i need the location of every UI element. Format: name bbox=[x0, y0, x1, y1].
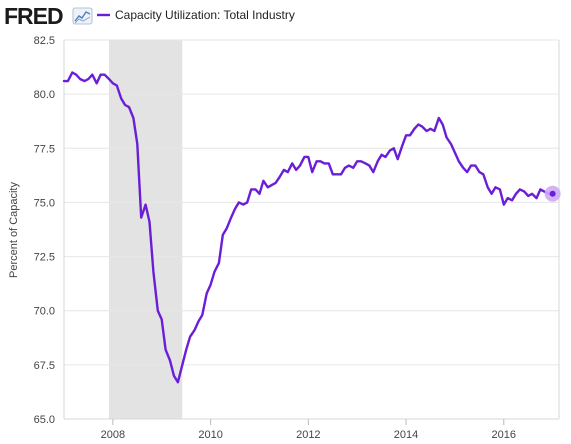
gridlines bbox=[64, 39, 559, 420]
y-tick-label: 65.0 bbox=[34, 414, 55, 426]
legend: Capacity Utilization: Total Industry bbox=[97, 8, 295, 22]
x-axis-ticks: 2008 2010 2012 2014 2016 bbox=[101, 419, 516, 441]
recession-shading bbox=[108, 40, 183, 419]
x-tick-label: 2012 bbox=[296, 429, 320, 441]
plot-frame bbox=[63, 40, 560, 420]
fred-logo-text: FRED bbox=[4, 3, 63, 29]
y-tick-label: 82.5 bbox=[34, 35, 55, 47]
y-tick-label: 67.5 bbox=[34, 360, 55, 372]
x-tick-label: 2016 bbox=[492, 429, 516, 441]
x-tick-label: 2008 bbox=[101, 429, 125, 441]
recession-shading-group bbox=[108, 40, 183, 419]
fred-logo-graph-icon bbox=[72, 7, 93, 25]
series-group bbox=[62, 71, 561, 384]
x-tick-label: 2010 bbox=[198, 429, 222, 441]
y-tick-label: 75.0 bbox=[34, 197, 55, 209]
y-tick-label: 70.0 bbox=[34, 306, 55, 318]
y-axis-label: Percent of Capacity bbox=[8, 182, 20, 278]
fred-logo[interactable]: FRED bbox=[4, 3, 93, 29]
last-point-marker bbox=[549, 190, 556, 197]
series-line bbox=[62, 71, 554, 384]
y-tick-label: 80.0 bbox=[34, 89, 55, 101]
y-axis-ticks: 65.0 67.5 70.0 72.5 75.0 77.5 80.0 82.5 bbox=[34, 35, 55, 426]
legend-label: Capacity Utilization: Total Industry bbox=[115, 8, 295, 22]
y-tick-label: 72.5 bbox=[34, 252, 55, 264]
y-tick-label: 77.5 bbox=[34, 143, 55, 155]
plot-area: 65.0 67.5 70.0 72.5 75.0 77.5 80.0 82.5 2008 201… bbox=[34, 35, 561, 441]
x-tick-label: 2014 bbox=[394, 429, 418, 441]
